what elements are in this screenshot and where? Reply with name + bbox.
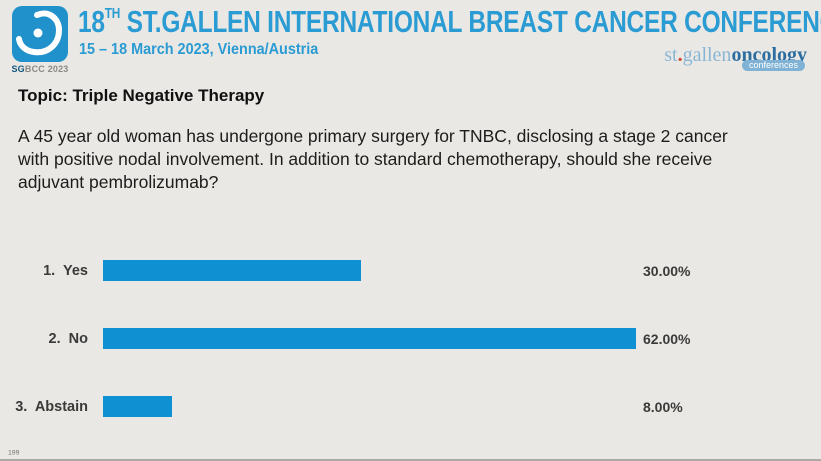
- poll-question: A 45 year old woman has undergone primar…: [18, 125, 728, 194]
- percentage-label: 62.00%: [643, 331, 691, 347]
- topic-heading: Topic: Triple Negative Therapy: [18, 86, 265, 105]
- question-line: A 45 year old woman has undergone primar…: [18, 126, 728, 146]
- bottom-edge-line: [0, 459, 821, 461]
- sgbcc-logo-icon: [12, 6, 68, 62]
- conferences-badge: conferences: [741, 60, 805, 71]
- ordinal-superscript: TH: [104, 5, 121, 22]
- breast-droplet-mark: [16, 10, 63, 56]
- answer-label: 2. No: [48, 331, 88, 347]
- chart-row: 3. Abstain 8.00%: [0, 396, 821, 418]
- answer-label: 1. Yes: [43, 263, 88, 279]
- percentage-label: 30.00%: [643, 263, 691, 279]
- result-bar: [103, 328, 637, 349]
- stgallen-oncology-logo: st.gallenoncology conferences: [664, 44, 807, 71]
- chart-row: 1. Yes 30.00%: [0, 260, 821, 282]
- poll-chart: 1. Yes 30.00% 2. No 62.00% 3. Abstain 8.00%: [0, 260, 821, 440]
- conference-dates: 15 – 18 March 2023, Vienna/Austria: [79, 41, 319, 58]
- answer-label: 3. Abstain: [15, 399, 88, 415]
- result-bar: [103, 260, 361, 281]
- page-number: 199: [8, 449, 20, 457]
- question-line: adjuvant pembrolizumab?: [18, 172, 219, 192]
- logo-caption: SGBCC 2023: [11, 64, 69, 74]
- chart-row: 2. No 62.00%: [0, 328, 821, 350]
- conference-title: 18TH ST.GALLEN INTERNATIONAL BREAST CANC…: [78, 4, 821, 39]
- percentage-label: 8.00%: [643, 399, 683, 415]
- result-bar: [103, 396, 172, 417]
- question-line: with positive nodal involvement. In addi…: [18, 149, 713, 169]
